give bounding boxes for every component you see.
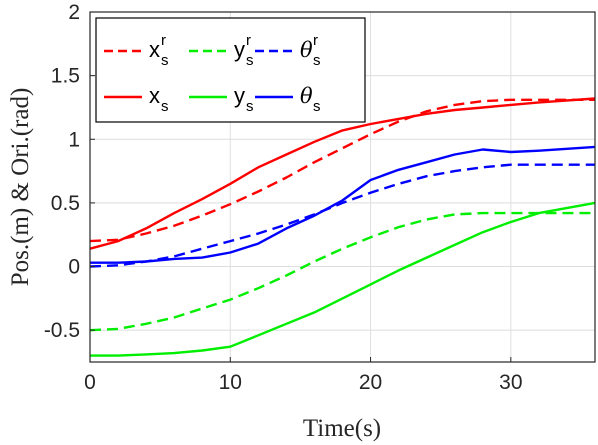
series-layer xyxy=(89,97,596,357)
series-line-6 xyxy=(90,145,596,264)
legend-subscript-2: s xyxy=(246,52,254,69)
x-tick-label: 10 xyxy=(219,371,242,394)
x-tick-label: 30 xyxy=(499,371,522,394)
legend-subscript-5: s xyxy=(246,98,254,115)
y-tick-label: 0 xyxy=(68,256,80,279)
legend-superscript-2: r xyxy=(246,32,251,49)
series-line-2 xyxy=(89,211,595,332)
legend-label-3: θ xyxy=(300,38,313,62)
y-axis-title: Pos.(m) & Ori.(rad) xyxy=(7,88,34,287)
plot-frame xyxy=(89,11,596,363)
series-line-1 xyxy=(89,98,595,243)
y-tick-label: 0.5 xyxy=(51,192,80,215)
legend-label-1: x xyxy=(149,37,160,62)
legend-subscript-3: s xyxy=(313,52,321,69)
series-line-4 xyxy=(89,97,596,250)
legend-label-5: y xyxy=(234,83,245,108)
legend-subscript-1: s xyxy=(161,52,169,69)
x-axis-title: Time(s) xyxy=(303,415,381,442)
legend-subscript-6: s xyxy=(313,98,321,115)
legend-superscript-1: r xyxy=(161,32,166,49)
legend-box xyxy=(95,17,366,123)
legend-label-2: y xyxy=(234,37,245,62)
legend-subscript-4: s xyxy=(161,98,169,115)
ticks: 0 10 20 30 -0.5 0 0.5 1 1.5 2 xyxy=(44,1,523,394)
legend-superscript-3: r xyxy=(313,32,318,49)
legend-label-4: x xyxy=(149,83,160,108)
y-tick-label: -0.5 xyxy=(44,319,80,342)
legend-label-6: θ xyxy=(300,84,313,108)
y-tick-label: 2 xyxy=(68,1,80,24)
y-tick-label: 1 xyxy=(68,128,80,151)
legend: x sr y sr θ srx s y s θ s xyxy=(95,17,366,123)
x-tick-label: 20 xyxy=(359,371,382,394)
series-line-5 xyxy=(90,201,596,357)
y-tick-label: 1.5 xyxy=(51,65,80,88)
x-tick-label: 0 xyxy=(84,371,96,394)
